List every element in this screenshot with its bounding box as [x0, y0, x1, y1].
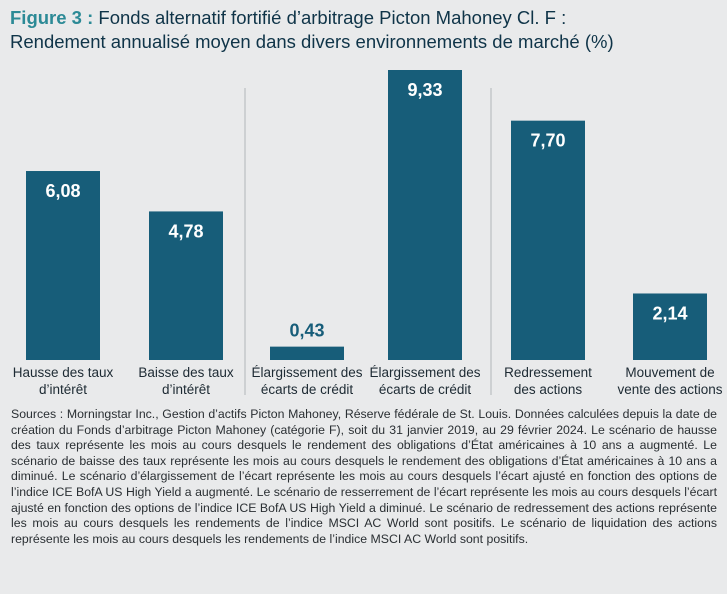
- category-label: Élargissement des: [251, 365, 362, 380]
- bar-chart: 6,08 Hausse des taux d’intérêt 4,78 Baisse d…: [13, 70, 723, 397]
- category-label: d’intérêt: [39, 382, 87, 397]
- data-label: 2,14: [652, 303, 687, 323]
- bar: [633, 293, 707, 360]
- data-label: 7,70: [530, 131, 565, 151]
- category-label: Redressement: [504, 365, 592, 380]
- sources-note: Sources : Morningstar Inc., Gestion d’ac…: [11, 407, 717, 546]
- chart-title: Figure 3 : Fonds alternatif fortifié d’a…: [10, 6, 720, 54]
- category-label: d’intérêt: [162, 382, 210, 397]
- category-label: vente des actions: [617, 382, 722, 397]
- data-label: 6,08: [45, 181, 80, 201]
- bar: [388, 70, 462, 360]
- bar: [26, 171, 100, 360]
- category-label: écarts de crédit: [379, 382, 472, 397]
- bar: [270, 346, 344, 360]
- title-line-1: Fonds alternatif fortifié d’arbitrage Pi…: [93, 7, 567, 28]
- category-label: Baisse des taux: [138, 365, 234, 380]
- category-label: des actions: [514, 382, 583, 397]
- category-label: Élargissement des: [369, 365, 480, 380]
- title-line-2: Rendement annualisé moyen dans divers en…: [10, 31, 614, 52]
- bar: [511, 120, 585, 360]
- category-label: écarts de crédit: [261, 382, 354, 397]
- data-label: 0,43: [289, 321, 324, 341]
- category-label: Mouvement de: [625, 365, 714, 380]
- data-label: 9,33: [407, 80, 442, 100]
- category-label: Hausse des taux: [13, 365, 114, 380]
- data-label: 4,78: [168, 221, 203, 241]
- bar: [149, 211, 223, 360]
- figure-number: Figure 3 :: [10, 7, 94, 28]
